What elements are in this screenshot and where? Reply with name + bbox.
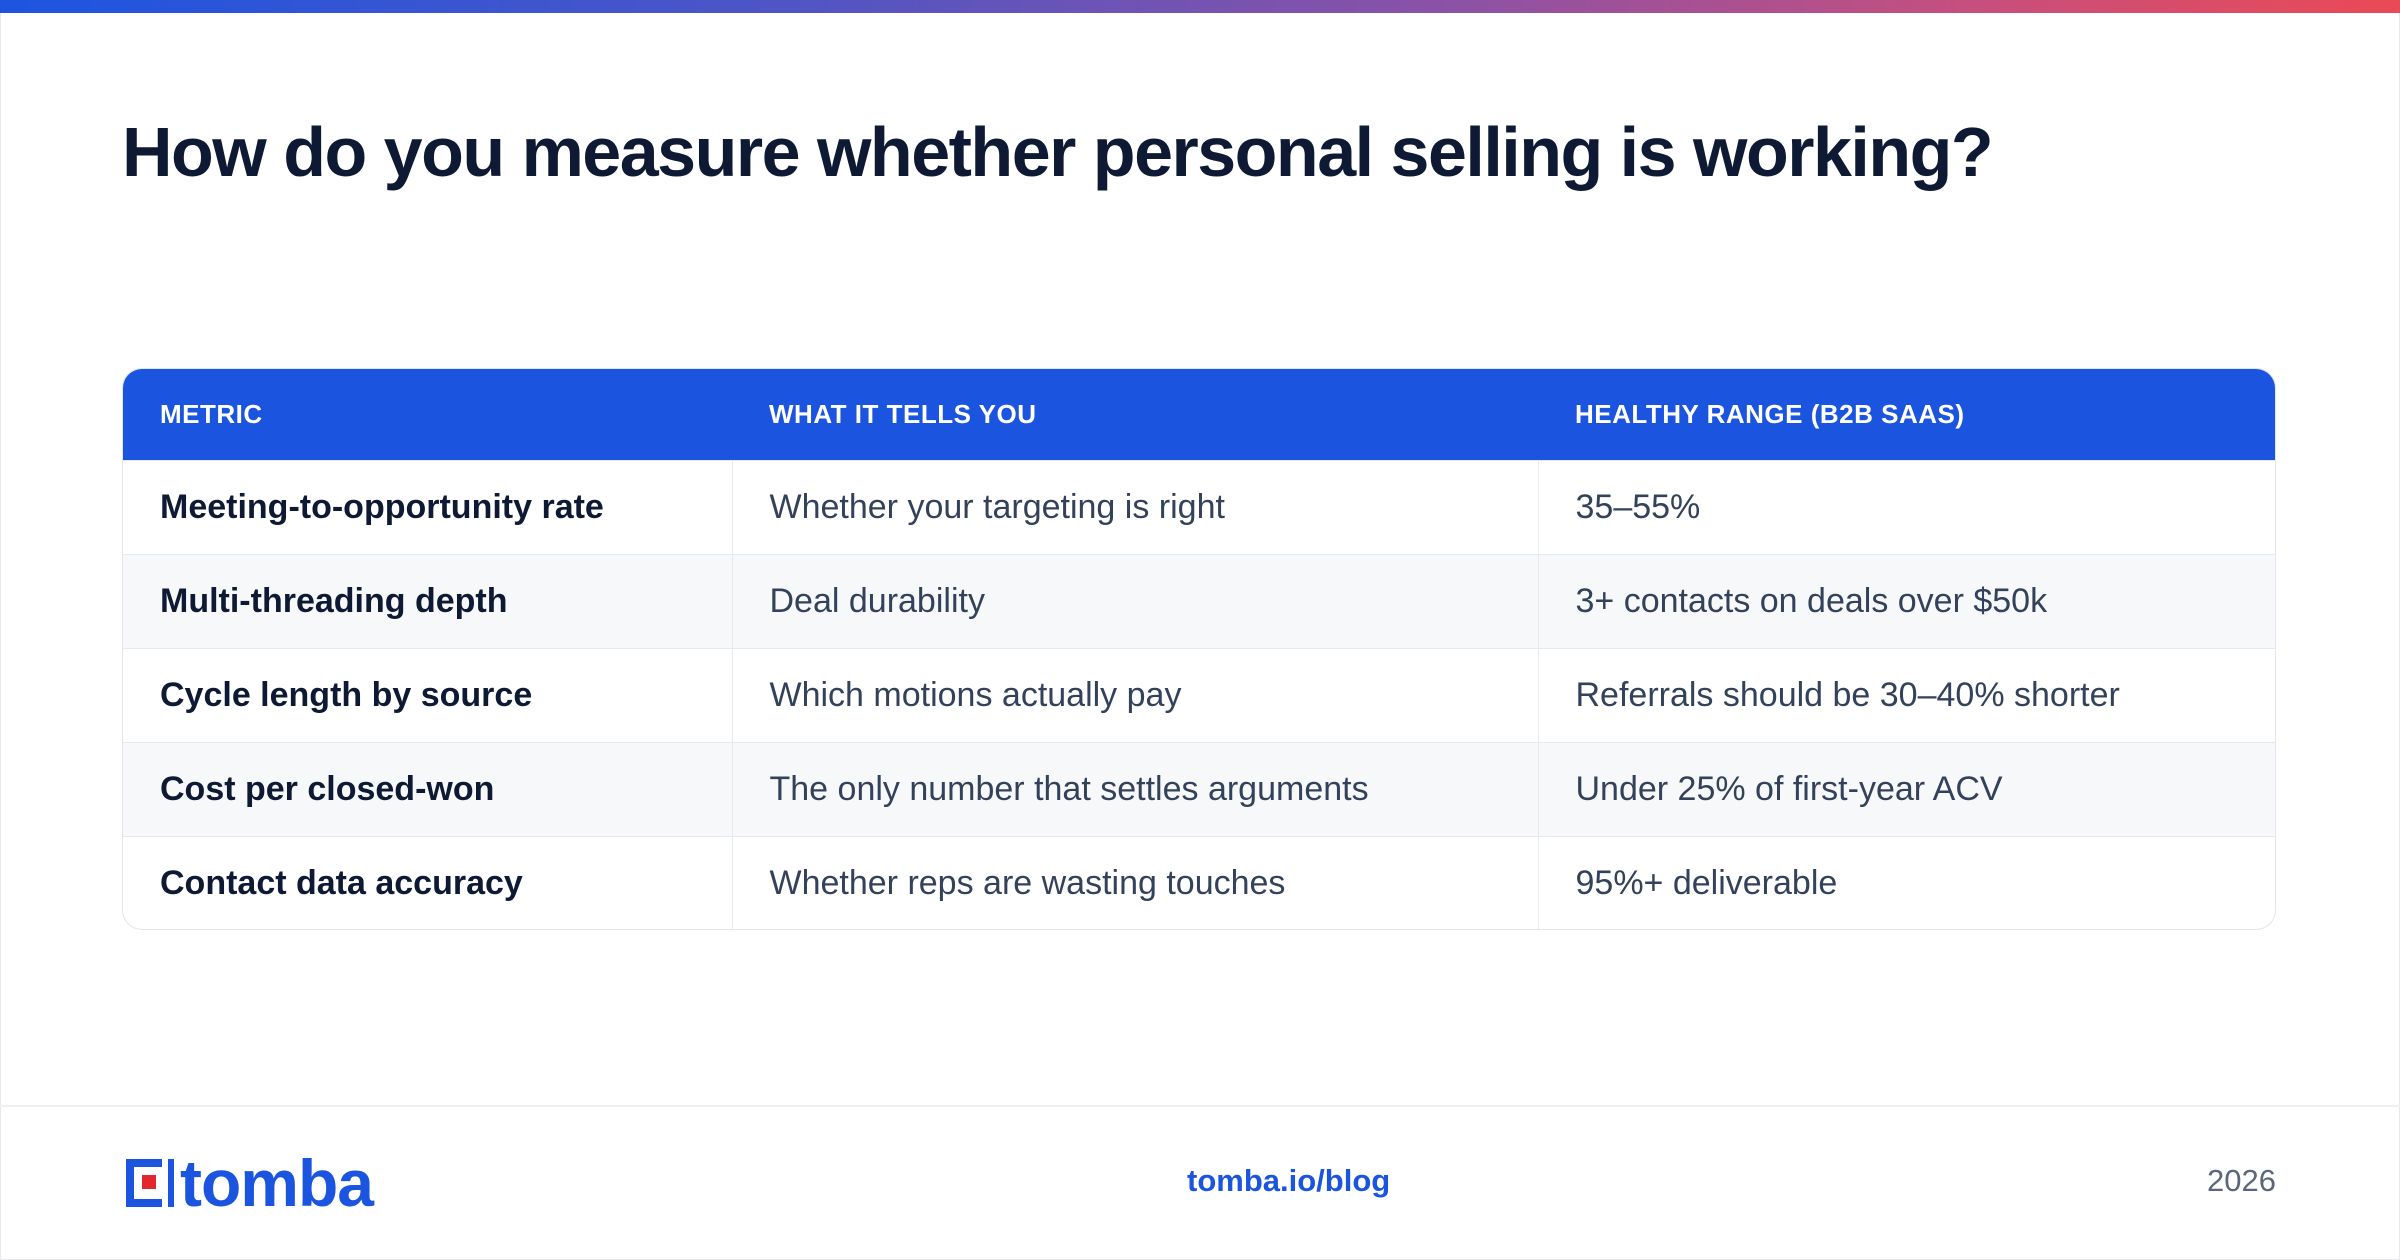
top-gradient-bar	[0, 0, 2400, 13]
metric-cell: Meeting-to-opportunity rate	[123, 459, 732, 554]
range-cell: 3+ contacts on deals over $50k	[1537, 553, 2275, 648]
metrics-table: METRIC WHAT IT TELLS YOU HEALTHY RANGE (…	[122, 368, 2276, 930]
footer-year: 2026	[2207, 1163, 2276, 1198]
tomba-logo-icon	[126, 1159, 174, 1207]
metric-cell: Cost per closed-won	[123, 741, 732, 836]
range-cell: 95%+ deliverable	[1537, 835, 2275, 929]
table-row: Multi-threading depth Deal durability 3+…	[123, 553, 2275, 648]
table-row: Cost per closed-won The only number that…	[123, 741, 2275, 836]
range-cell: Under 25% of first-year ACV	[1537, 741, 2275, 836]
table-row: Meeting-to-opportunity rate Whether your…	[123, 459, 2275, 554]
header-healthy-range: HEALTHY RANGE (B2B SAAS)	[1575, 398, 1965, 429]
table-row: Cycle length by source Which motions act…	[123, 647, 2275, 742]
meaning-cell: Which motions actually pay	[731, 647, 1538, 742]
footer-divider	[0, 1105, 2400, 1107]
table-row: Contact data accuracy Whether reps are w…	[123, 835, 2275, 929]
range-cell: 35–55%	[1537, 459, 2275, 554]
table-header-row: METRIC WHAT IT TELLS YOU HEALTHY RANGE (…	[123, 369, 2275, 460]
header-what-it-tells-you: WHAT IT TELLS YOU	[769, 398, 1037, 429]
meaning-cell: Whether your targeting is right	[731, 459, 1538, 554]
meaning-cell: Deal durability	[731, 553, 1538, 648]
meaning-cell: Whether reps are wasting touches	[731, 835, 1538, 929]
page-title: How do you measure whether personal sell…	[122, 113, 1994, 191]
metric-cell: Cycle length by source	[123, 647, 732, 742]
header-metric: METRIC	[160, 398, 263, 429]
meaning-cell: The only number that settles arguments	[731, 741, 1538, 836]
metric-cell: Contact data accuracy	[123, 835, 732, 929]
blog-link[interactable]: tomba.io/blog	[1187, 1163, 1391, 1198]
metric-cell: Multi-threading depth	[123, 553, 732, 648]
logo-wordmark: tomba	[180, 1146, 374, 1220]
range-cell: Referrals should be 30–40% shorter	[1537, 647, 2275, 742]
tomba-logo[interactable]: tomba	[122, 1146, 374, 1220]
